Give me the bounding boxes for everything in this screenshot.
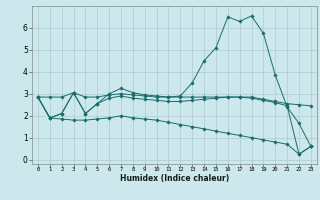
X-axis label: Humidex (Indice chaleur): Humidex (Indice chaleur) <box>120 174 229 183</box>
